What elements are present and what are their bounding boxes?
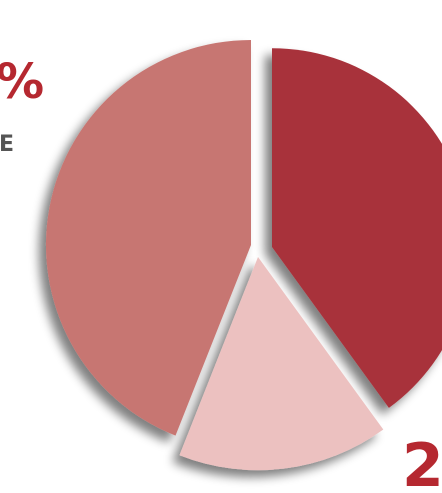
- left-caption-callout: E: [0, 132, 14, 157]
- pie-slices: [45, 39, 442, 471]
- pie-slice-1: [272, 48, 442, 408]
- pie-slice-3: [45, 39, 251, 436]
- left-percent-callout: %: [0, 54, 44, 110]
- bottom-right-callout: 2: [402, 431, 442, 493]
- pie-slice-2: [179, 257, 384, 471]
